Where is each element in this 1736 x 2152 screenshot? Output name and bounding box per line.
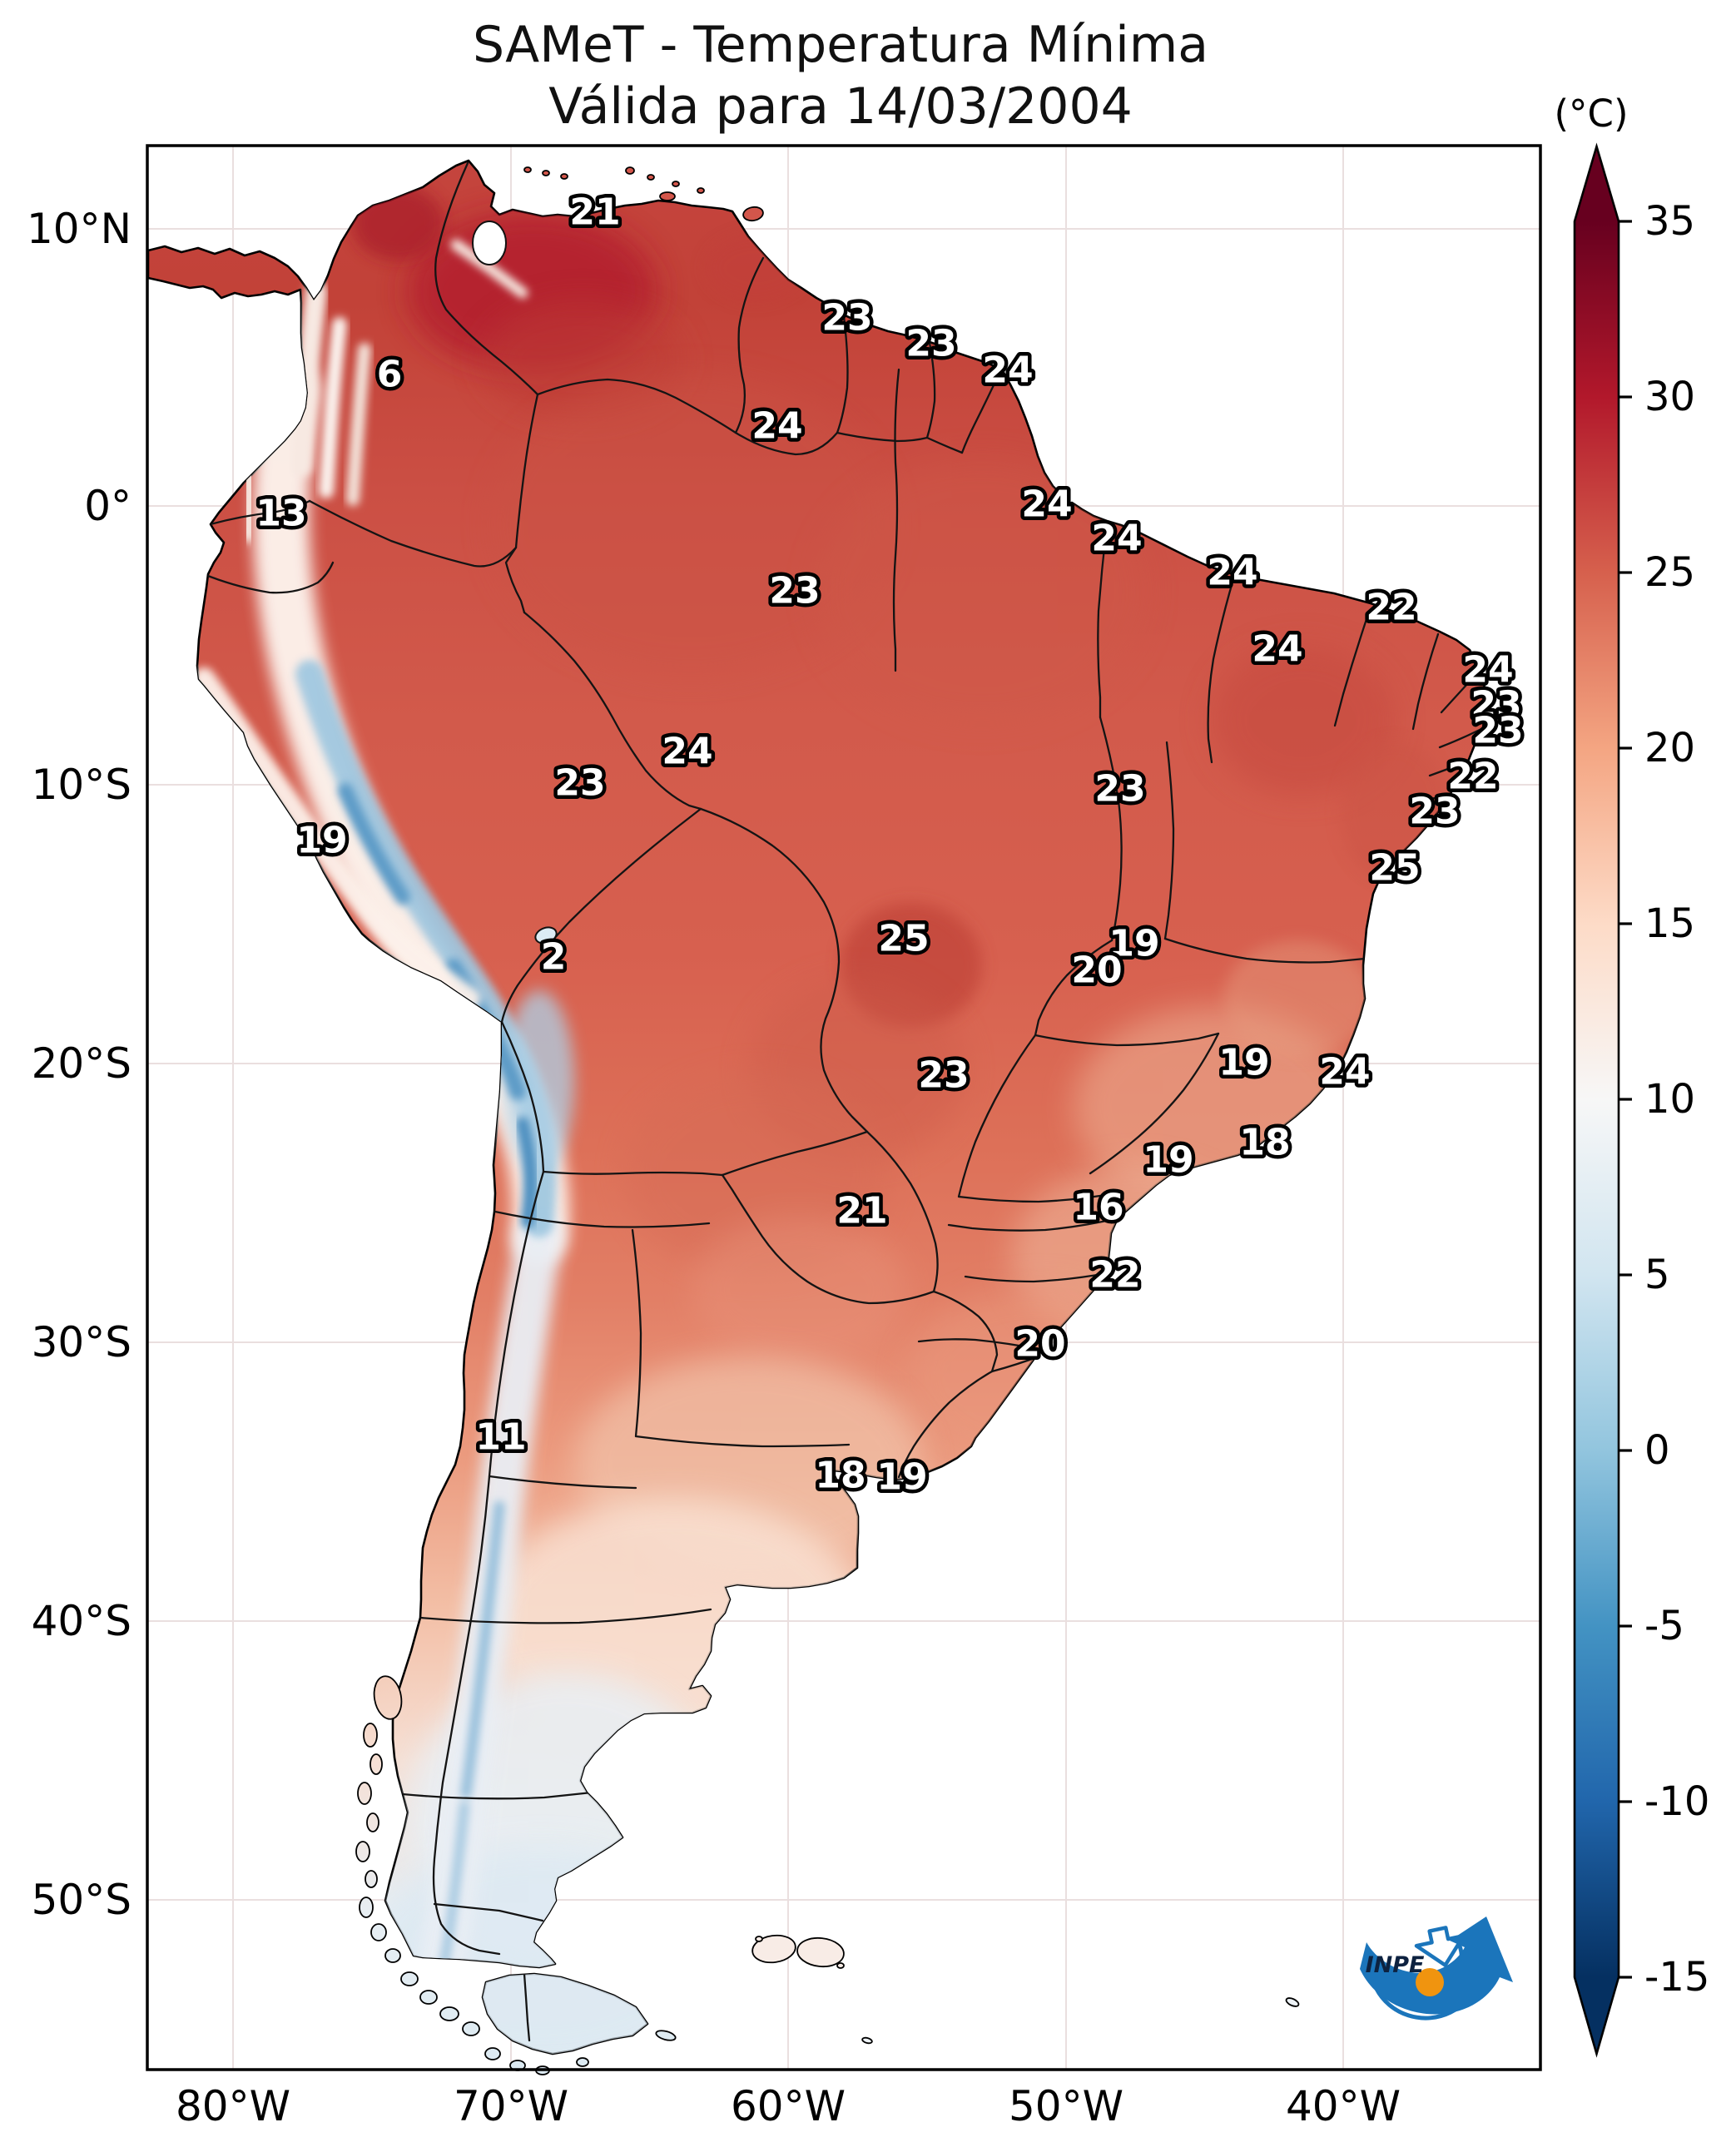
station-temperature-label: 19 <box>296 820 347 862</box>
station-temperature-label: 23 <box>1471 684 1521 726</box>
colorbar-tick-label: -15 <box>1644 1954 1709 2001</box>
station-temperature-label: 24 <box>1091 518 1142 560</box>
colorbar-tick-label: -10 <box>1644 1778 1709 1825</box>
station-temperature-label: 6 <box>377 354 403 396</box>
station-temperature-label: 23 <box>821 297 872 340</box>
colorbar-tick-label: 20 <box>1644 725 1695 771</box>
station-temperature-label: 23 <box>1094 768 1145 811</box>
inpe-hollow-arrow-down-icon <box>1414 1926 1466 1967</box>
station-temperature-label: 19 <box>876 1456 927 1499</box>
colorbar-tick-label: 30 <box>1644 374 1695 420</box>
inpe-swoosh-arrow-icon <box>1360 1916 1513 2015</box>
station-temperature-label: 19 <box>1218 1042 1269 1084</box>
station-temperature-label: 20 <box>1014 1323 1065 1366</box>
station-temperature-label: 24 <box>982 350 1033 392</box>
colorbar: 35 30 25 20 15 10 5 0 -5 -10 -15 (°C) <box>1554 92 1709 2058</box>
station-temperature-label: 24 <box>1462 649 1513 692</box>
station-temperature-label: 23 <box>905 323 956 365</box>
inpe-logo: INPE <box>1360 1916 1513 2021</box>
station-temperature-label: 18 <box>815 1455 866 1497</box>
map-frame <box>146 144 1542 2071</box>
lon-tick-label: 50°W <box>1009 2082 1123 2130</box>
station-temperature-label: 11 <box>475 1416 526 1459</box>
country-borders <box>206 161 1485 2042</box>
lat-tick-label: 40°S <box>32 1597 131 1645</box>
station-temperature-label: 21 <box>836 1190 887 1232</box>
colorbar-tick-label: 35 <box>1644 198 1695 245</box>
lat-tick-label: 0° <box>84 482 131 530</box>
station-temperature-label: 24 <box>1319 1051 1370 1093</box>
lat-tick-label: 50°S <box>32 1876 131 1924</box>
axis-labels: 10°N 0° 10°S 20°S 30°S 40°S 50°S 80°W 70°W 60°W 50… <box>27 205 1401 2130</box>
lat-tick-label: 30°S <box>32 1318 131 1366</box>
station-temperature-label: 23 <box>769 570 820 612</box>
lakes <box>472 221 558 945</box>
station-temperature-label: 18 <box>1239 1122 1290 1164</box>
lat-tick-label: 10°S <box>32 761 131 809</box>
station-temperature-label: 13 <box>255 493 306 535</box>
inpe-orange-dot <box>1416 1968 1444 1996</box>
colorbar-tick-label: 10 <box>1644 1076 1695 1123</box>
inpe-logo-text: INPE <box>1366 1952 1425 1978</box>
station-temperature-label: 22 <box>1089 1254 1140 1297</box>
station-temperature-label: 24 <box>751 405 802 448</box>
station-temperature-label: 21 <box>569 191 620 234</box>
lon-tick-label: 60°W <box>731 2082 846 2130</box>
station-temperature-label: 19 <box>1143 1139 1193 1182</box>
colorbar-tick-label: 0 <box>1644 1427 1670 1474</box>
colorbar-tick-label: 15 <box>1644 900 1695 947</box>
station-temperature-label: 24 <box>1207 552 1257 594</box>
lake-titicaca <box>534 926 558 945</box>
station-temperature-label: 22 <box>1366 587 1416 629</box>
station-temperature-label: 20 <box>1071 950 1122 992</box>
station-temperature-label: 16 <box>1073 1187 1123 1229</box>
colorbar-tick-label: 5 <box>1644 1252 1670 1298</box>
station-temperature-label: 24 <box>1252 628 1302 671</box>
lake-maracaibo <box>472 221 507 265</box>
station-temperature-label: 2 <box>541 936 567 979</box>
lat-tick-label: 20°S <box>32 1039 131 1088</box>
station-temperature-label: 25 <box>1369 847 1420 890</box>
lon-tick-label: 80°W <box>176 2082 290 2130</box>
title-line-2: Válida para 14/03/2004 <box>548 77 1133 136</box>
station-temperature-label: 22 <box>1447 756 1498 798</box>
lat-tick-label: 10°N <box>27 205 131 253</box>
figure-title: SAMeT - Temperatura Mínima Válida para 1… <box>473 16 1208 136</box>
station-temperature-label: 23 <box>1472 710 1523 752</box>
station-temperature-label: 24 <box>1021 483 1072 526</box>
colorbar-tick-label: 25 <box>1644 549 1695 596</box>
colorbar-gradient-bar <box>1573 142 1620 2058</box>
station-temperature-label: 23 <box>554 762 605 805</box>
colorbar-unit-label: (°C) <box>1554 92 1628 136</box>
colorbar-tick-label: -5 <box>1644 1603 1684 1649</box>
title-line-1: SAMeT - Temperatura Mínima <box>473 16 1208 74</box>
colorbar-ticks: 35 30 25 20 15 10 5 0 -5 -10 -15 <box>1619 198 1709 2001</box>
station-temperature-label: 19 <box>1109 923 1159 965</box>
station-temperature-label: 25 <box>878 918 929 960</box>
station-temperature-label: 23 <box>918 1054 969 1097</box>
lon-tick-label: 40°W <box>1286 2082 1401 2130</box>
station-temperature-label: 23 <box>1409 791 1460 833</box>
station-temperature-label: 24 <box>662 731 712 773</box>
temperature-raster <box>193 186 1448 2054</box>
lon-tick-label: 70°W <box>454 2082 568 2130</box>
